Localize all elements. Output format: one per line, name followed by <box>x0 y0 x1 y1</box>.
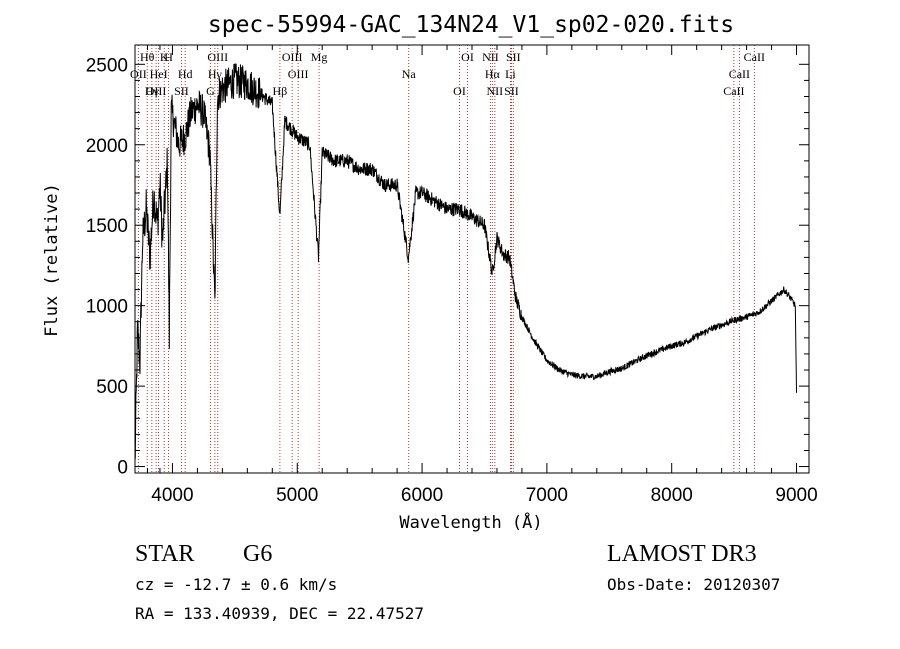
chart-title: spec-55994-GAC_134N24_V1_sp02-020.fits <box>208 12 734 38</box>
emission-line-label: Li <box>505 67 516 81</box>
y-axis: 0 500 1000 1500 2000 2500 <box>86 55 809 479</box>
emission-line-label: OIII <box>207 50 228 64</box>
coordinates: RA = 133.40939, DEC = 22.47527 <box>135 604 424 623</box>
emission-line-label: HeI <box>150 67 168 81</box>
emission-line-label: OI <box>461 50 474 64</box>
y-axis-label: Flux (relative) <box>42 183 62 337</box>
emission-line-label: CaII <box>729 67 750 81</box>
x-tick-label: 7000 <box>526 485 568 506</box>
object-subclass: G6 <box>243 541 272 567</box>
emission-line-label: SII <box>506 50 521 64</box>
emission-line-label: G <box>206 84 215 98</box>
emission-line-label: Hγ <box>208 67 223 81</box>
plot-frame <box>134 44 810 474</box>
x-tick-label: 6000 <box>401 485 443 506</box>
y-tick-label: 1000 <box>86 297 128 318</box>
emission-line-label: OIII <box>282 50 303 64</box>
spectrum-line <box>134 63 797 461</box>
x-tick-label: 9000 <box>775 485 817 506</box>
y-tick-label: 0 <box>117 458 128 479</box>
emission-line-label: OIII <box>146 84 167 98</box>
x-tick-label: 8000 <box>651 485 693 506</box>
emission-line-markers <box>137 45 755 473</box>
emission-line-label: OII <box>130 67 147 81</box>
x-tick-label: 4000 <box>151 485 193 506</box>
x-axis-label: Wavelength (Å) <box>399 511 542 533</box>
emission-line-labels: HθOIIOIIIKHeIHγHHdSIIOIIIHγGOIIIOIIIHβMg… <box>130 50 765 98</box>
emission-line-label: Hγ <box>145 84 160 98</box>
emission-line-label: K <box>160 50 169 64</box>
redshift-value: cz = -12.7 ± 0.6 km/s <box>135 575 337 594</box>
emission-line-label: SII <box>174 84 189 98</box>
emission-line-label: CaII <box>744 50 765 64</box>
emission-line-label: SII <box>504 84 519 98</box>
emission-line-label: H <box>164 50 173 64</box>
emission-line-label: NII <box>482 50 499 64</box>
y-tick-label: 500 <box>96 377 128 398</box>
emission-line-label: Mg <box>311 50 328 64</box>
survey-name: LAMOST DR3 <box>607 541 757 567</box>
emission-line-label: Hα <box>485 67 501 81</box>
x-axis: 4000 5000 6000 7000 8000 9000 <box>146 45 818 506</box>
y-tick-label: 2000 <box>86 136 128 157</box>
emission-line-label: Na <box>402 67 417 81</box>
emission-line-label: OIII <box>288 67 309 81</box>
x-tick-label: 5000 <box>276 485 318 506</box>
emission-line-label: CaII <box>723 84 744 98</box>
emission-line-label: Hθ <box>140 50 155 64</box>
obs-date: Obs-Date: 20120307 <box>607 575 780 594</box>
emission-line-label: Hβ <box>273 84 288 98</box>
y-tick-label: 1500 <box>86 216 128 237</box>
emission-line-label: OI <box>453 84 466 98</box>
emission-line-label: NII <box>487 84 504 98</box>
y-tick-label: 2500 <box>86 55 128 76</box>
object-class: STAR <box>135 541 194 567</box>
emission-line-label: Hd <box>178 67 193 81</box>
